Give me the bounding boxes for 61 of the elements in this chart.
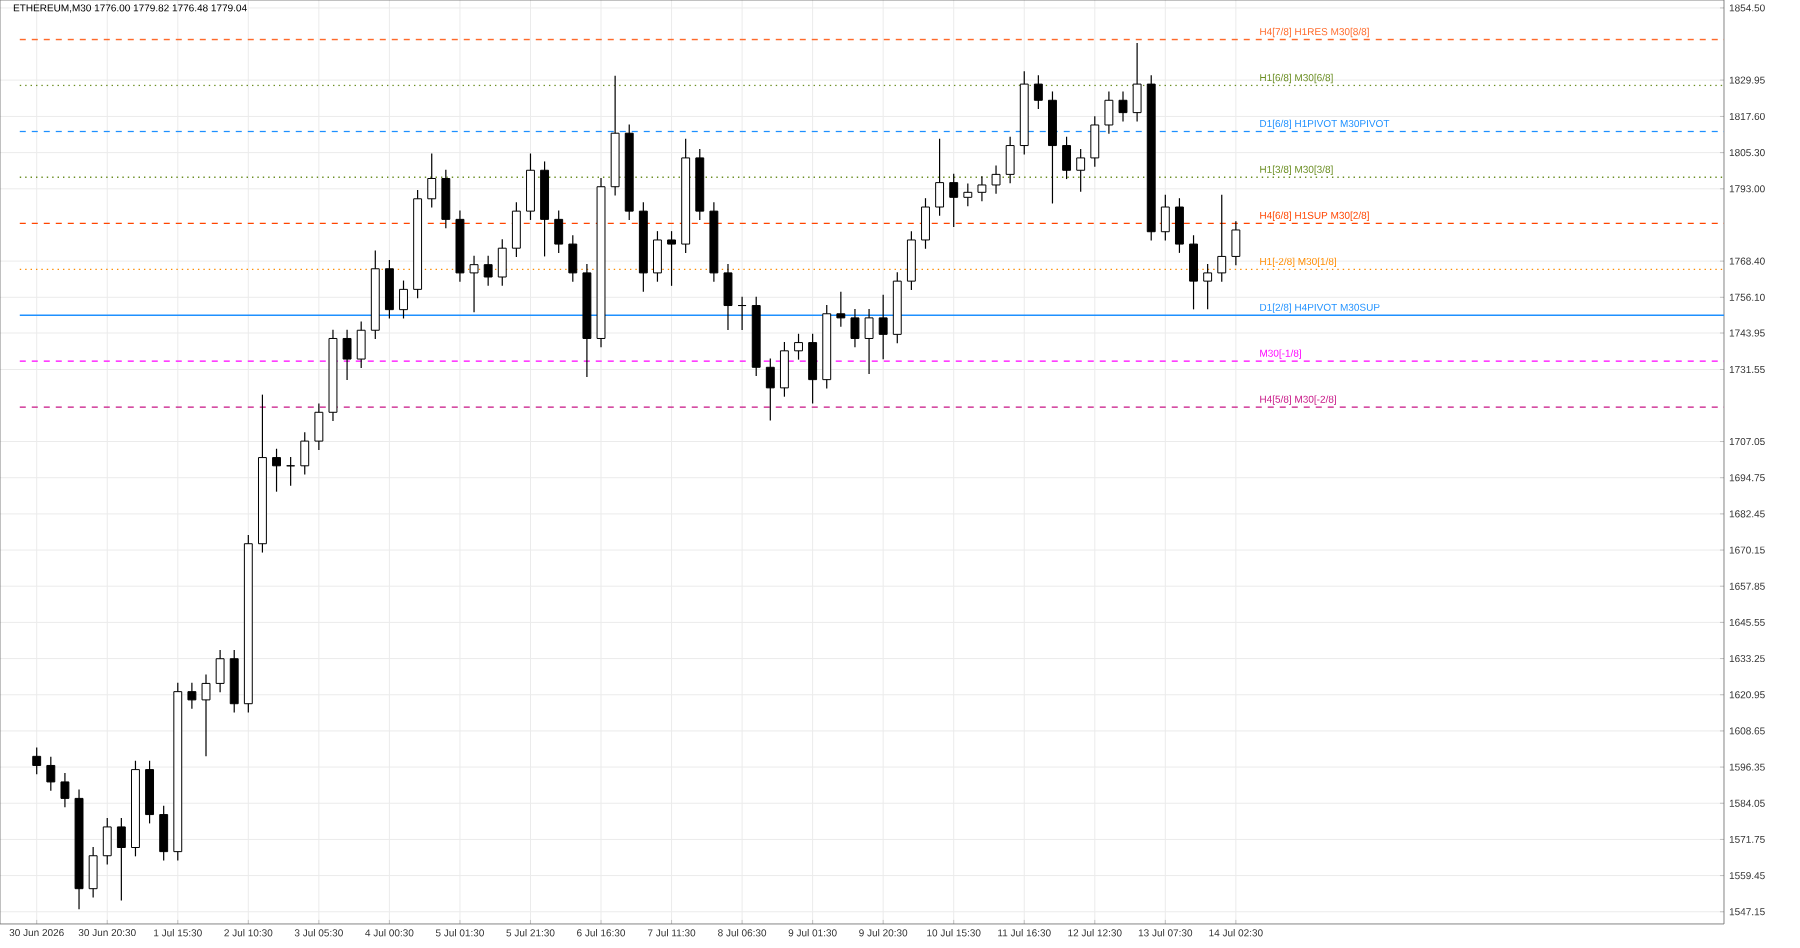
candlestick (187, 682, 197, 710)
candlestick (1005, 136, 1015, 184)
candlestick (568, 234, 578, 283)
candlestick (850, 308, 860, 348)
candlestick (384, 259, 394, 320)
candlestick (1048, 90, 1057, 205)
candlestick (1033, 74, 1043, 110)
candlestick (1174, 197, 1184, 254)
candlestick (342, 329, 352, 381)
candlestick (300, 431, 310, 476)
candlestick (441, 169, 451, 229)
candlestick (497, 238, 507, 287)
candlestick (878, 294, 888, 360)
candlestick (935, 138, 945, 217)
candlestick (145, 760, 155, 824)
candlestick (554, 209, 564, 254)
candlestick (808, 333, 818, 405)
candlestick (794, 333, 803, 361)
candlestick (46, 756, 56, 792)
candlestick (1090, 115, 1100, 168)
candlestick (1132, 42, 1142, 123)
candlestick (272, 448, 281, 493)
candlestick (991, 164, 1001, 195)
candlestick (1203, 263, 1213, 310)
candlestick (765, 357, 775, 422)
candlestick (1231, 220, 1241, 266)
candlestick (60, 772, 70, 808)
candlestick (1076, 148, 1086, 193)
candlestick (215, 649, 225, 693)
candlestick (836, 291, 846, 328)
candlestick (511, 201, 521, 258)
candlestick (229, 649, 239, 714)
candlestick (526, 152, 535, 221)
candlestick (427, 152, 437, 209)
candlestick (116, 817, 126, 902)
candlestick (921, 197, 930, 250)
candlestick (1118, 90, 1128, 123)
candlestick (723, 263, 733, 331)
candlestick (356, 320, 366, 369)
candlestick (864, 308, 874, 375)
candlestick (201, 674, 211, 757)
candlestick (1189, 234, 1198, 310)
candlestick (653, 230, 662, 283)
candlestick (102, 817, 112, 866)
candlestick (949, 173, 959, 228)
candlestick (1160, 194, 1170, 242)
candlestick (1062, 136, 1072, 180)
candlestick (906, 230, 916, 291)
candlestick (667, 230, 677, 287)
candlestick (32, 746, 42, 775)
candlestick (88, 846, 98, 899)
candlestick (483, 255, 493, 287)
candlestick (1104, 90, 1114, 135)
candlestick (469, 255, 479, 313)
candlestick (977, 175, 987, 202)
candlestick (779, 341, 789, 398)
candlestick (963, 182, 973, 207)
candlestick (159, 805, 169, 862)
candlestick (399, 279, 408, 320)
candlestick (1217, 194, 1227, 283)
candlestick (314, 402, 324, 451)
